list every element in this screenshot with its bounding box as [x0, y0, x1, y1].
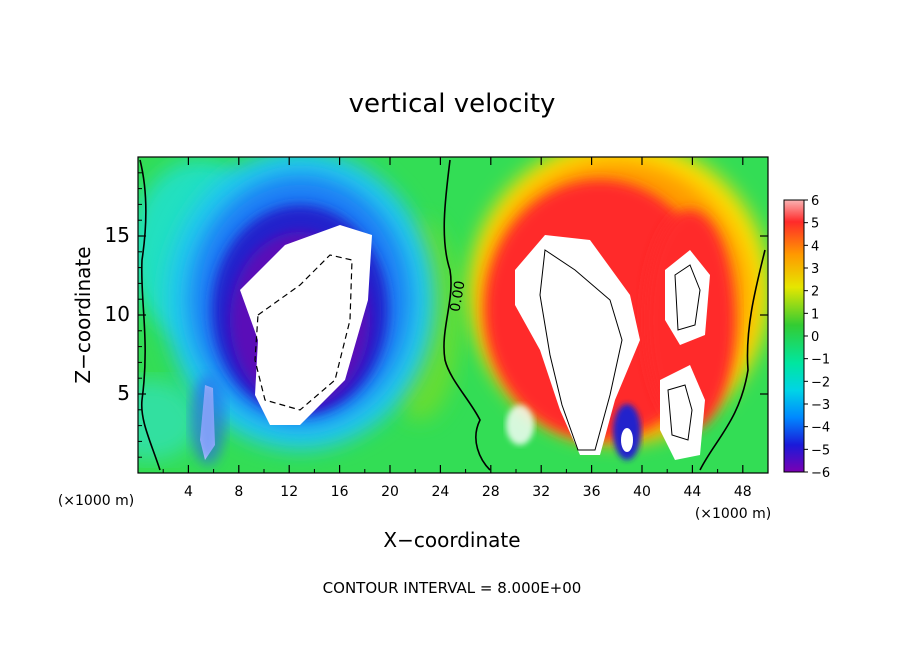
x-tick-label: 44 [683, 484, 701, 500]
x-tick-label: 24 [431, 484, 449, 500]
x-axis-title: X−coordinate [383, 528, 520, 552]
colorbar-tick-label: −2 [811, 375, 830, 390]
chart-title: vertical velocity [349, 89, 556, 119]
zero-contour-middle [443, 159, 491, 471]
y-tick-label: 5 [117, 381, 130, 405]
colorbar-tick-label: −3 [811, 398, 830, 413]
colorbar-tick-label: −5 [811, 443, 830, 458]
x-tick-label: 48 [734, 484, 752, 500]
dashed-contour-left [254, 254, 353, 411]
colorbar-tick-label: 0 [811, 330, 819, 345]
colorbar-tick-label: 4 [811, 239, 819, 254]
contour-interval: CONTOUR INTERVAL = 8.000E+00 [323, 579, 582, 597]
x-tick-label: 20 [381, 484, 399, 500]
x-tick-label: 40 [633, 484, 651, 500]
x-tick-label: 36 [583, 484, 601, 500]
colorbar-tick-label: −6 [811, 466, 830, 481]
contour-lines [139, 159, 766, 471]
x-tick-label: 8 [234, 484, 243, 500]
colorbar-tick-label: 1 [811, 307, 819, 322]
x-unit-left: (×1000 m) [58, 493, 134, 509]
y-tick-label: 10 [105, 302, 130, 326]
contour-right-small [674, 264, 701, 331]
colorbar-tick-label: 5 [811, 217, 819, 232]
contour-label: 0.00 [447, 280, 468, 313]
y-axis-title: Z−coordinate [71, 246, 95, 383]
y-axis: 5 10 15 [105, 172, 768, 458]
x-axis: 4 8 12 16 20 24 28 32 36 40 44 48 [162, 157, 752, 500]
colorbar-tick-label: 6 [811, 194, 819, 209]
x-tick-label: 32 [532, 484, 550, 500]
x-tick-label: 16 [331, 484, 349, 500]
colorbar-tick-label: −1 [811, 353, 830, 368]
contour-right-updraft [539, 249, 623, 451]
colorbar-tick-label: 2 [811, 285, 819, 300]
contour-right-lower [667, 384, 693, 441]
colorbar-tick-label: −4 [811, 421, 830, 436]
colorbar: 6 5 4 3 2 1 0 −1 −2 −3 −4 −5 −6 [783, 194, 830, 481]
zero-contour-left [139, 159, 161, 471]
colorbar-tick-label: 3 [811, 262, 819, 277]
x-unit-right: (×1000 m) [695, 506, 771, 522]
x-tick-label: 4 [184, 484, 193, 500]
heatmap-field [138, 157, 768, 473]
x-tick-label: 28 [482, 484, 500, 500]
x-tick-label: 12 [280, 484, 298, 500]
zero-contour-right [699, 249, 766, 471]
colorbar-ticks: 6 5 4 3 2 1 0 −1 −2 −3 −4 −5 −6 [804, 194, 830, 481]
y-tick-label: 15 [105, 223, 130, 247]
colorbar-scale [783, 199, 805, 473]
